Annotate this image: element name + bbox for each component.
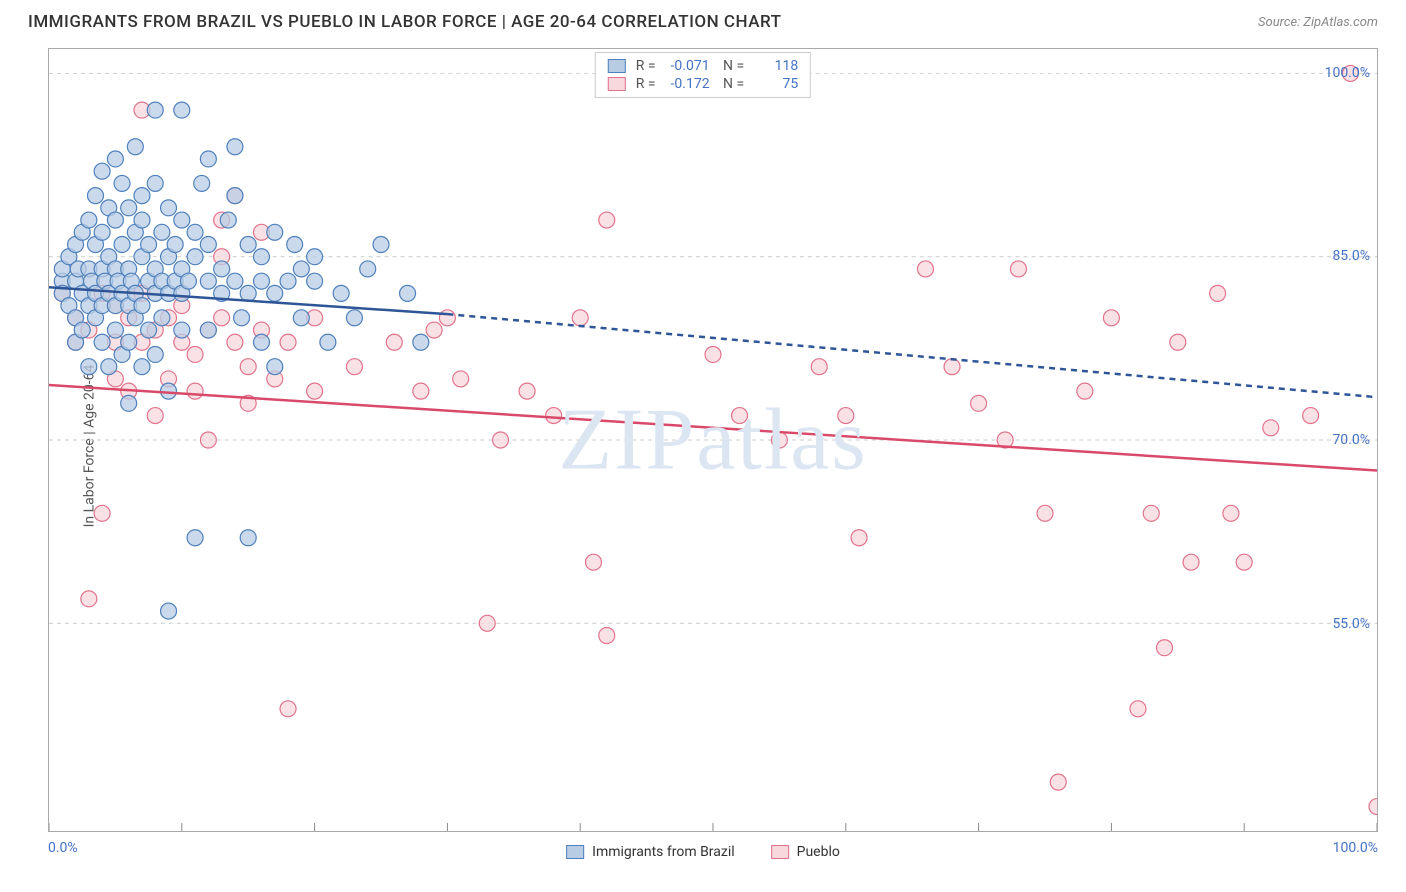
correlation-legend: R = -0.071 N = 118 R = -0.172 N = 75 (595, 52, 811, 98)
r-label: R = (636, 76, 656, 92)
r-label: R = (636, 58, 656, 74)
legend-row-pueblo: R = -0.172 N = 75 (608, 75, 798, 93)
r-value-pueblo: -0.172 (666, 76, 710, 92)
legend-item-brazil: Immigrants from Brazil (566, 844, 735, 860)
y-tick-label: 85.0% (1332, 248, 1370, 264)
chart-title: IMMIGRANTS FROM BRAZIL VS PUEBLO IN LABO… (28, 12, 781, 32)
chart-container: IMMIGRANTS FROM BRAZIL VS PUEBLO IN LABO… (0, 0, 1406, 892)
swatch-brazil (566, 845, 584, 859)
legend-row-brazil: R = -0.071 N = 118 (608, 57, 798, 75)
n-label: N = (720, 76, 745, 92)
legend-label-brazil: Immigrants from Brazil (592, 844, 735, 860)
y-tick-label: 55.0% (1332, 616, 1370, 632)
swatch-brazil (608, 59, 626, 73)
x-tick-label-min: 0.0% (48, 840, 78, 856)
n-label: N = (720, 58, 745, 74)
source-attribution: Source: ZipAtlas.com (1258, 15, 1378, 30)
swatch-pueblo (771, 845, 789, 859)
legend-item-pueblo: Pueblo (771, 844, 840, 860)
y-tick-label: 70.0% (1332, 432, 1370, 448)
header-row: IMMIGRANTS FROM BRAZIL VS PUEBLO IN LABO… (0, 0, 1406, 40)
x-tick-label-max: 100.0% (1333, 840, 1378, 856)
r-value-brazil: -0.071 (666, 58, 710, 74)
legend-label-pueblo: Pueblo (797, 844, 840, 860)
n-value-brazil: 118 (754, 58, 798, 74)
plot-area: ZIPatlas (48, 48, 1378, 832)
scatter-plot-svg (49, 49, 1377, 831)
swatch-pueblo (608, 77, 626, 91)
n-value-pueblo: 75 (754, 76, 798, 92)
series-legend: Immigrants from Brazil Pueblo (566, 844, 840, 860)
y-tick-label: 100.0% (1325, 65, 1370, 81)
